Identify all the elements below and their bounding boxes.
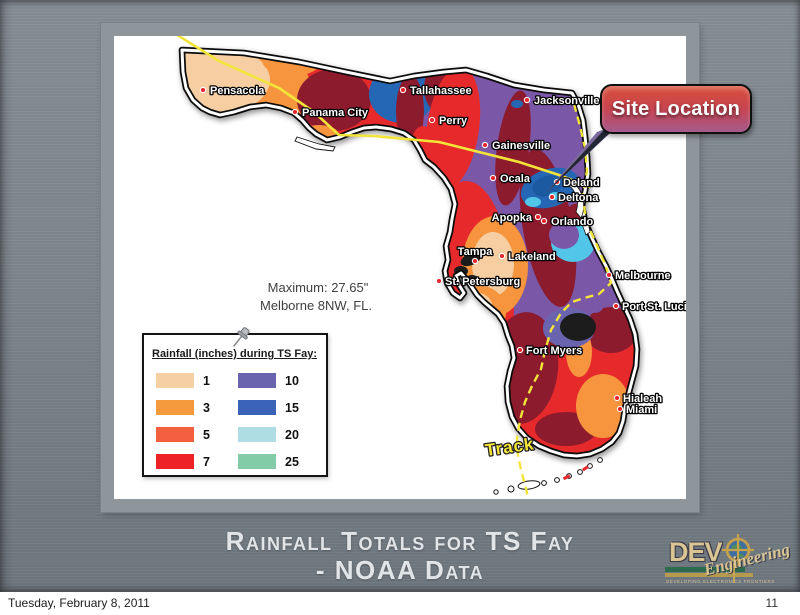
legend-item: 3 xyxy=(156,394,238,421)
legend-swatch xyxy=(156,400,194,415)
track-label: Track xyxy=(484,434,536,460)
city-label: Tampa xyxy=(458,246,494,258)
city-markers xyxy=(199,86,624,413)
city-label: Deland xyxy=(563,177,600,189)
city-label: Perry xyxy=(439,115,468,127)
legend-item: 20 xyxy=(238,421,320,448)
legend-item: 5 xyxy=(156,421,238,448)
legend-item: 1 xyxy=(156,367,238,394)
legend-value: 5 xyxy=(203,427,210,442)
slide-title-line2: - NOAA Data xyxy=(315,555,485,585)
city-dot xyxy=(489,174,497,182)
legend-item: 25 xyxy=(238,448,320,475)
site-location-label: Site Location xyxy=(611,97,741,120)
city-labels: Pensacola Panama City Tallahassee Perry … xyxy=(209,84,686,418)
logo-pin-line xyxy=(733,563,735,583)
city-label: Panama City xyxy=(302,107,369,119)
city-label: Hialeah xyxy=(623,393,662,405)
coastal-islands xyxy=(294,136,591,236)
logo-tagline: DEVELOPING ELECTRONICS FRONTIERS xyxy=(666,579,775,584)
city-dot xyxy=(612,302,620,310)
city-label: Melbourne xyxy=(615,270,671,282)
slide-title: Rainfall Totals for TS Fay - NOAA Data xyxy=(0,527,800,585)
devo-engineering-logo: DEV DEVELOPING ELECTRONICS FRONTIERS Eng… xyxy=(663,534,792,589)
legend-value: 7 xyxy=(203,454,210,469)
site-location-callout: Site Location xyxy=(600,84,752,134)
city-label: Ocala xyxy=(500,173,531,185)
legend-swatch xyxy=(156,373,194,388)
city-dot xyxy=(498,252,506,260)
city-label: Lakeland xyxy=(508,251,556,263)
page-number: 11 xyxy=(765,596,778,610)
city-dot xyxy=(428,116,436,124)
city-dot xyxy=(516,346,524,354)
city-label: St. Petersburg xyxy=(445,276,520,288)
legend-swatch xyxy=(238,454,276,469)
city-dot xyxy=(471,257,479,265)
city-dot xyxy=(613,394,621,402)
legend-swatch xyxy=(238,373,276,388)
city-dot xyxy=(616,405,624,413)
legend-value: 25 xyxy=(285,454,299,469)
city-label: Pensacola xyxy=(210,85,265,97)
footer-date: Tuesday, February 8, 2011 xyxy=(8,596,150,610)
city-dot xyxy=(481,141,489,149)
legend-swatch xyxy=(238,427,276,442)
legend-item: 15 xyxy=(238,394,320,421)
legend-value: 20 xyxy=(285,427,299,442)
legend-title: Rainfall (inches) during TS Fay: xyxy=(152,348,318,360)
city-dot xyxy=(523,96,531,104)
legend-value: 10 xyxy=(285,373,299,388)
track-line-dashed xyxy=(515,103,613,499)
florida-rainfall-map: Maximum: 27.65" Melborne 8NW, FL. xyxy=(114,36,686,499)
rainfall-legend: Rainfall (inches) during TS Fay: 1 10 3 … xyxy=(142,327,328,477)
city-label: Tallahassee xyxy=(410,85,472,97)
legend-item: 10 xyxy=(238,367,320,394)
max-rainfall-line2: Melborne 8NW, FL. xyxy=(260,298,372,313)
crosshair-globe-icon xyxy=(722,534,754,566)
site-location-pointer xyxy=(546,123,621,193)
city-dot xyxy=(199,86,207,94)
city-dot xyxy=(540,217,548,225)
legend-swatch xyxy=(156,454,194,469)
city-dot xyxy=(548,193,556,201)
legend-grid: 1 10 3 15 5 xyxy=(144,365,326,475)
max-rainfall-line1: Maximum: 27.65" xyxy=(268,280,369,295)
track-line-west xyxy=(176,36,591,189)
city-label: Fort Myers xyxy=(526,345,582,357)
city-dot xyxy=(605,271,613,279)
legend-value: 15 xyxy=(285,400,299,415)
map-svg: Maximum: 27.65" Melborne 8NW, FL. xyxy=(176,36,686,499)
city-label: Port St. Lucie xyxy=(622,301,686,313)
legend-swatch xyxy=(238,400,276,415)
logo-text: DEV xyxy=(669,537,723,567)
city-dot xyxy=(435,277,443,285)
city-label: Apopka xyxy=(492,212,533,224)
legend-value: 3 xyxy=(203,400,210,415)
city-dot xyxy=(399,86,407,94)
city-dot xyxy=(291,108,299,116)
city-label: Gainesville xyxy=(492,140,550,152)
logo-gold-bar xyxy=(665,573,753,577)
map-frame: Maximum: 27.65" Melborne 8NW, FL. xyxy=(100,22,700,513)
city-label: Miami xyxy=(626,404,657,416)
legend-value: 1 xyxy=(203,373,210,388)
legend-item: 7 xyxy=(156,448,238,475)
legend-swatch xyxy=(156,427,194,442)
city-label: Deltona xyxy=(558,192,599,204)
florida-keys xyxy=(493,457,603,495)
pushpin-icon xyxy=(232,327,250,347)
state-border-dashes xyxy=(181,49,573,94)
city-dot xyxy=(534,213,542,221)
city-label: Jacksonville xyxy=(534,95,599,107)
slide-title-line1: Rainfall Totals for TS Fay xyxy=(225,526,575,556)
logo-green-bar xyxy=(665,567,745,572)
city-label: Orlando xyxy=(551,216,593,228)
presentation-slide: Maximum: 27.65" Melborne 8NW, FL. xyxy=(0,0,800,592)
